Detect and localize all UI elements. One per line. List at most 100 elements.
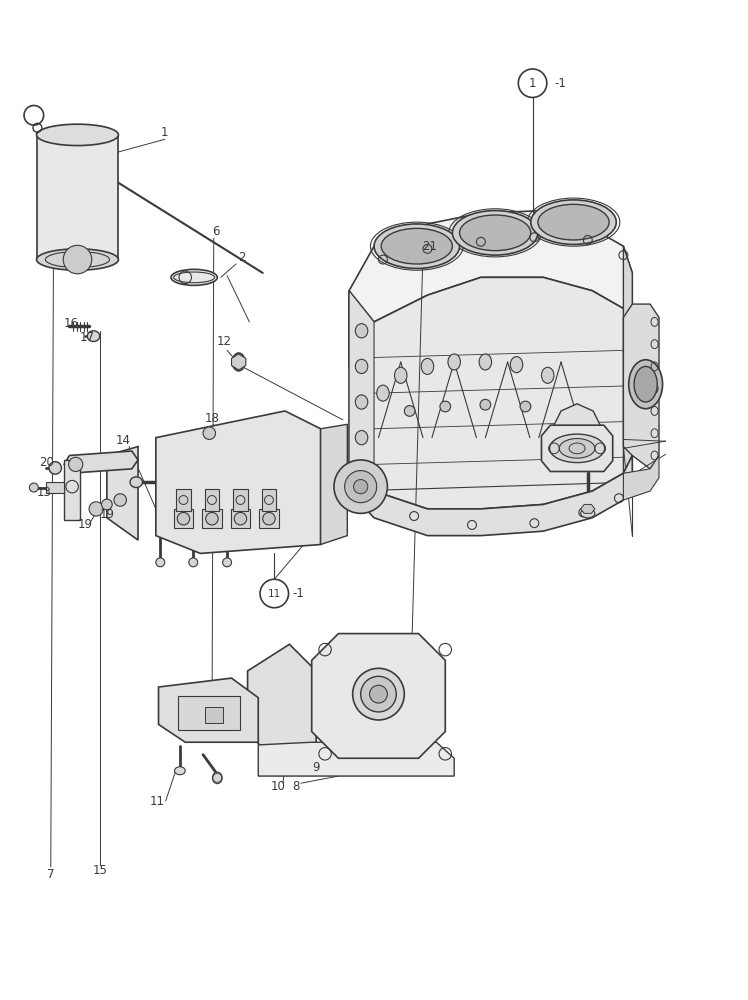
Circle shape (177, 512, 190, 525)
Text: 2: 2 (239, 251, 246, 264)
Ellipse shape (421, 358, 434, 374)
Ellipse shape (531, 200, 616, 244)
Ellipse shape (212, 772, 222, 784)
Ellipse shape (361, 676, 396, 712)
Circle shape (206, 512, 218, 525)
Ellipse shape (542, 367, 554, 383)
Ellipse shape (370, 685, 387, 703)
Circle shape (203, 427, 215, 439)
Ellipse shape (377, 385, 389, 401)
Text: 19: 19 (78, 518, 93, 531)
Text: 1: 1 (529, 77, 536, 90)
Text: 11: 11 (150, 795, 165, 808)
Bar (233, 489, 248, 511)
Text: 6: 6 (212, 225, 219, 238)
Text: 16: 16 (64, 317, 79, 330)
Circle shape (64, 245, 92, 274)
Ellipse shape (510, 357, 523, 373)
Circle shape (89, 502, 103, 516)
Text: 20: 20 (39, 456, 54, 469)
Text: 10: 10 (271, 780, 285, 793)
Ellipse shape (88, 331, 99, 341)
Text: 15: 15 (92, 864, 107, 877)
Ellipse shape (381, 228, 453, 264)
Ellipse shape (352, 668, 405, 720)
Text: 21: 21 (422, 240, 437, 253)
Text: 8: 8 (292, 780, 299, 793)
Bar (205, 707, 223, 723)
Polygon shape (623, 304, 659, 469)
Polygon shape (258, 742, 454, 776)
Bar (64, 460, 80, 520)
Text: -1: -1 (292, 587, 304, 600)
Circle shape (263, 512, 275, 525)
Ellipse shape (37, 249, 118, 270)
Ellipse shape (355, 395, 368, 409)
Ellipse shape (560, 439, 595, 458)
Text: 12: 12 (217, 335, 232, 348)
Ellipse shape (49, 462, 61, 474)
Ellipse shape (130, 477, 142, 488)
Bar (177, 489, 191, 511)
Polygon shape (232, 354, 246, 370)
Circle shape (345, 471, 377, 503)
Circle shape (69, 457, 83, 472)
Polygon shape (542, 425, 613, 472)
Circle shape (102, 499, 112, 510)
Polygon shape (312, 634, 445, 758)
Ellipse shape (374, 224, 459, 268)
Polygon shape (623, 455, 659, 500)
Text: 13: 13 (37, 486, 52, 499)
Text: 7: 7 (47, 868, 55, 881)
Polygon shape (248, 644, 316, 758)
Ellipse shape (174, 767, 186, 775)
Polygon shape (107, 447, 138, 540)
Circle shape (440, 401, 450, 412)
Ellipse shape (29, 483, 38, 492)
Text: 1: 1 (161, 126, 168, 139)
Polygon shape (156, 411, 321, 553)
Ellipse shape (394, 367, 407, 383)
Polygon shape (580, 504, 595, 513)
Bar (46, 482, 64, 493)
Polygon shape (349, 211, 632, 366)
Polygon shape (64, 451, 138, 473)
Text: 11: 11 (268, 589, 281, 599)
Ellipse shape (355, 431, 368, 445)
Circle shape (234, 512, 247, 525)
Circle shape (518, 69, 547, 97)
Circle shape (520, 401, 531, 412)
Ellipse shape (629, 360, 663, 409)
Ellipse shape (550, 434, 604, 463)
Ellipse shape (459, 215, 531, 251)
Circle shape (480, 399, 491, 410)
Bar (37, 135, 118, 260)
Ellipse shape (355, 324, 368, 338)
Ellipse shape (355, 359, 368, 374)
Ellipse shape (538, 204, 609, 240)
Bar (202, 509, 221, 528)
Text: 14: 14 (115, 434, 130, 447)
Text: 9: 9 (313, 761, 320, 774)
Ellipse shape (479, 354, 491, 370)
Text: 17: 17 (80, 331, 95, 344)
Ellipse shape (37, 124, 118, 146)
Circle shape (188, 558, 197, 567)
Polygon shape (349, 291, 374, 491)
Bar (262, 489, 276, 511)
Text: 18: 18 (204, 412, 219, 425)
Circle shape (260, 579, 289, 608)
Ellipse shape (171, 269, 218, 285)
Circle shape (223, 558, 232, 567)
Ellipse shape (233, 353, 245, 371)
Ellipse shape (448, 354, 461, 370)
Polygon shape (623, 246, 632, 473)
Circle shape (334, 460, 387, 513)
Circle shape (405, 406, 415, 416)
Bar (174, 509, 193, 528)
Bar (230, 509, 251, 528)
Circle shape (354, 480, 368, 494)
Bar (178, 696, 240, 730)
Ellipse shape (580, 509, 595, 518)
Ellipse shape (186, 698, 206, 712)
